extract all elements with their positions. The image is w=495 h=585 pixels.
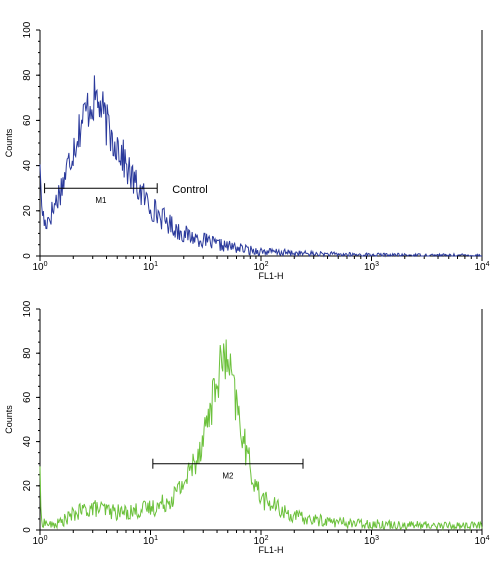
y-tick-label: 40 (22, 436, 33, 448)
y-tick-label: 0 (22, 527, 33, 533)
x-tick-label: 104 (474, 535, 489, 547)
x-tick-label: 101 (143, 535, 158, 547)
y-tick-label: 20 (22, 205, 33, 217)
y-tick-label: 60 (22, 391, 33, 403)
x-tick-label: 100 (32, 261, 47, 273)
histogram-series-line (39, 75, 482, 258)
y-tick-label: 0 (22, 253, 33, 259)
y-tick-label: 80 (22, 347, 33, 359)
x-tick-label: 101 (143, 261, 158, 273)
y-tick-label: 40 (22, 160, 33, 172)
y-tick-label: 100 (22, 21, 33, 38)
x-tick-label: 104 (474, 261, 489, 273)
x-axis-title: FL1-H (258, 271, 283, 281)
x-axis-title: FL1-H (258, 545, 283, 555)
chart-panel-2: 0 20 40 60 80 100 100 101 102 103 104 FL1-H Counts M2 (4, 300, 490, 555)
histogram-series-line (39, 339, 483, 532)
x-tick-label: 100 (32, 535, 47, 547)
y-tick-label: 100 (22, 300, 33, 317)
y-tick-label: 80 (22, 69, 33, 81)
y-tick-label: 60 (22, 114, 33, 126)
y-tick-label: 20 (22, 480, 33, 492)
x-tick-label: 102 (253, 261, 268, 273)
marker-label: M1 (95, 196, 107, 205)
marker-label: M2 (222, 472, 234, 481)
x-tick-label: 103 (364, 535, 379, 547)
annotation-label: Control (172, 184, 207, 196)
y-axis-title: Counts (4, 128, 14, 157)
x-tick-label: 102 (253, 535, 268, 547)
y-axis-title: Counts (4, 405, 14, 434)
x-tick-label: 103 (364, 261, 379, 273)
chart-panel-1: 0 20 40 60 80 100 100 101 102 103 104 FL1-H Counts M1… (4, 21, 490, 281)
